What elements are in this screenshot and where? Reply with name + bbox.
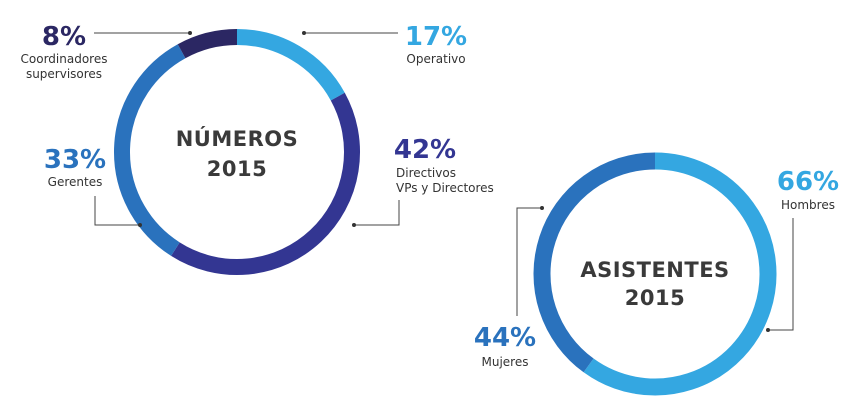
label-coordinadores-line-1: Coordinadores [21, 52, 108, 66]
slice-asistentes-mujeres [533, 152, 656, 373]
slice-asistentes-hombres [583, 152, 777, 396]
leader-dot-coordinadores [188, 31, 192, 35]
chart-asistentes-title-line-1: ASISTENTES [580, 258, 729, 282]
label-operativo: Operativo [406, 52, 465, 66]
slice-numeros-gerentes [114, 44, 186, 256]
leader-mujeres [516, 207, 542, 316]
chart-asistentes-slices [533, 152, 777, 396]
pct-coordinadores: 8% [42, 22, 86, 52]
leader-dot-hombres [766, 328, 770, 332]
pct-mujeres: 44% [474, 323, 536, 353]
leader-dot-directivos [352, 223, 356, 227]
chart-asistentes: ASISTENTES 2015 66% Hombres 44% Mujeres [474, 152, 839, 396]
label-directivos-line-2: VPs y Directores [396, 181, 494, 195]
chart-numeros-title-line-2: 2015 [207, 157, 267, 181]
pct-hombres: 66% [777, 167, 839, 197]
leader-dot-mujeres [540, 206, 544, 210]
label-mujeres: Mujeres [482, 355, 529, 369]
label-hombres: Hombres [781, 198, 835, 212]
pct-operativo: 17% [405, 22, 467, 52]
chart-numeros-slices [114, 29, 360, 275]
chart-numeros: NÚMEROS 2015 17% Operativo 42% Directivo… [21, 22, 494, 275]
slice-numeros-operativo [236, 29, 345, 101]
label-coordinadores-line-2: supervisores [26, 67, 102, 81]
pct-directivos: 42% [394, 135, 456, 165]
leader-dot-gerentes [138, 223, 142, 227]
label-directivos-line-1: Directivos [396, 166, 456, 180]
leader-hombres [768, 218, 794, 331]
leader-gerentes [94, 196, 140, 226]
slice-numeros-directivos [171, 92, 360, 275]
label-gerentes: Gerentes [48, 175, 103, 189]
leader-dot-operativo [302, 31, 306, 35]
slice-numeros-coordinadores [177, 29, 238, 59]
leader-directivos [354, 200, 400, 226]
chart-asistentes-title-line-2: 2015 [625, 286, 685, 310]
chart-numeros-title-line-1: NÚMEROS [176, 126, 299, 151]
pct-gerentes: 33% [44, 145, 106, 175]
